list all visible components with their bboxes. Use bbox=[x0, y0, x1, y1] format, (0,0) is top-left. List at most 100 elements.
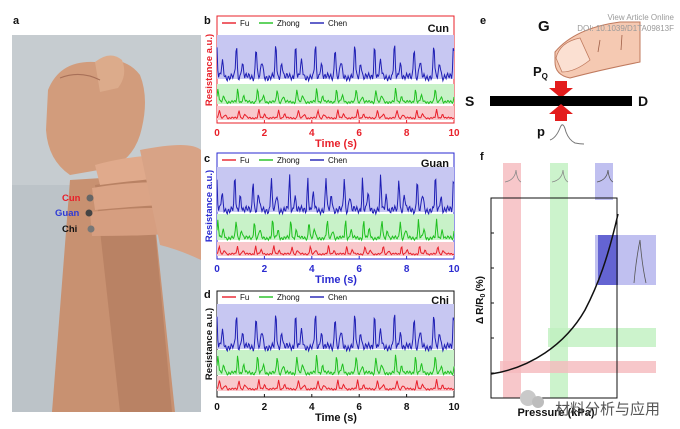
xtick-label: 8 bbox=[404, 264, 410, 275]
wechat-bubble-2 bbox=[532, 396, 544, 408]
legend-fu: Fu bbox=[240, 19, 249, 28]
fingernail bbox=[555, 37, 591, 73]
label-cun: Cun bbox=[62, 193, 81, 204]
xtick-label: 2 bbox=[262, 402, 268, 413]
band-zhong-c bbox=[217, 214, 454, 240]
legend-b: Fu Zhong Chen bbox=[222, 19, 347, 28]
ylabel-delta: Δ bbox=[475, 317, 486, 324]
label-p: p bbox=[537, 124, 545, 139]
panel-c-label: c bbox=[204, 153, 210, 165]
trace-zhong bbox=[216, 88, 455, 105]
conductive-bar bbox=[490, 96, 632, 106]
ylabel-sub: 0 bbox=[480, 294, 487, 298]
trace-zhong bbox=[216, 218, 455, 242]
xtick-label: 6 bbox=[356, 128, 362, 139]
band-fu-c bbox=[217, 242, 454, 256]
panel-f-label: f bbox=[480, 151, 484, 163]
position-name-d: Chi bbox=[431, 295, 449, 307]
watermark-line1: View Article Online bbox=[607, 13, 674, 22]
traces-d bbox=[216, 314, 455, 391]
ylabel-c: Resistance a.u.) bbox=[204, 170, 215, 242]
label-P: PQ bbox=[533, 64, 548, 81]
xtick-label: 0 bbox=[214, 264, 220, 275]
position-name-c: Guan bbox=[421, 158, 449, 170]
legend-d: Fu Zhong Chen bbox=[222, 293, 347, 302]
label-P-main: P bbox=[533, 64, 542, 79]
hband-chen-dark bbox=[598, 235, 618, 285]
xtick-label: 6 bbox=[356, 402, 362, 413]
trace-chen bbox=[216, 45, 455, 83]
label-Q-sub: Q bbox=[542, 72, 548, 81]
xtick-label: 8 bbox=[404, 128, 410, 139]
mini-peak-zhong bbox=[551, 169, 569, 183]
band-fu-d bbox=[217, 376, 454, 391]
knuckle-line bbox=[59, 73, 101, 81]
panel-a-label: a bbox=[13, 15, 20, 27]
ylabel-d: Resistance a.u.) bbox=[204, 308, 215, 380]
examiner-hand bbox=[140, 145, 201, 260]
ylabel-b: Resistance a.u.) bbox=[204, 34, 215, 106]
xtick-label: 2 bbox=[262, 264, 268, 275]
legend-zhong: Zhong bbox=[277, 293, 300, 302]
xlabel-c: Time (s) bbox=[315, 274, 357, 286]
trace-chen bbox=[216, 314, 455, 353]
ylabel-main: R/R bbox=[475, 297, 486, 315]
trace-fu bbox=[216, 108, 455, 120]
panel-d-label: d bbox=[204, 289, 211, 301]
fist bbox=[46, 60, 145, 176]
ylabel-unit: (%) bbox=[475, 276, 486, 292]
xtick-label: 4 bbox=[309, 128, 315, 139]
watermark-doi: View Article Online DOI: 10.1039/D1TA098… bbox=[577, 12, 674, 34]
xtick-label: 2 bbox=[262, 128, 268, 139]
xtick-label: 0 bbox=[214, 128, 220, 139]
finger-crease-1 bbox=[597, 39, 601, 53]
ylabel-f: Δ R/R0 (%) bbox=[475, 276, 487, 324]
legend-chen: Chen bbox=[328, 156, 347, 165]
xtick-label: 10 bbox=[448, 402, 460, 413]
watermark-line2: DOI: 10.1039/D1TA09813F bbox=[577, 24, 674, 33]
panel-d: d Fu Zhong Chen Chi 0 2 4 6 8 10 Time (s) Res… bbox=[204, 289, 460, 424]
panel-b: b Fu Zhong Chen Cun 0 2 4 6 8 10 Time (s) Res… bbox=[204, 15, 460, 150]
xlabel-f: Pressure (kPa) bbox=[517, 407, 594, 419]
wechat-icon bbox=[520, 390, 544, 408]
panel-b-label: b bbox=[204, 15, 211, 27]
vband-fu bbox=[503, 163, 521, 398]
traces-b bbox=[216, 45, 455, 120]
traces-c bbox=[216, 174, 455, 256]
xtick-label: 4 bbox=[309, 264, 315, 275]
label-S: S bbox=[465, 93, 474, 109]
legend-zhong: Zhong bbox=[277, 156, 300, 165]
legend-chen: Chen bbox=[328, 293, 347, 302]
legend-zhong: Zhong bbox=[277, 19, 300, 28]
plot-frame-f bbox=[490, 197, 618, 399]
panel-e: e G PQ S D p bbox=[465, 15, 648, 145]
xticks-d: 0 2 4 6 8 10 bbox=[214, 394, 460, 413]
sensor-cun bbox=[86, 194, 94, 202]
xticks-c: 0 2 4 6 8 10 bbox=[214, 256, 460, 275]
sensor-chi bbox=[87, 225, 95, 233]
trace-fu bbox=[216, 379, 455, 391]
arrow-down bbox=[549, 81, 573, 98]
legend-fu: Fu bbox=[240, 156, 249, 165]
panel-c: c Fu Zhong Chen Guan 0 2 4 6 8 10 Time (s) Re… bbox=[204, 152, 460, 286]
label-guan: Guan bbox=[55, 208, 79, 219]
band-chen-c bbox=[217, 167, 454, 212]
xticks-b: 0 2 4 6 8 10 bbox=[214, 120, 460, 139]
sensor-guan bbox=[85, 209, 93, 217]
label-G: G bbox=[538, 18, 550, 35]
mini-peak-fu bbox=[504, 169, 522, 183]
panel-e-label: e bbox=[480, 15, 486, 27]
hband-zhong bbox=[548, 328, 656, 347]
xtick-label: 10 bbox=[448, 128, 460, 139]
band-fu-b bbox=[217, 106, 454, 120]
label-chi: Chi bbox=[62, 224, 77, 235]
xtick-label: 8 bbox=[404, 402, 410, 413]
legend-chen: Chen bbox=[328, 19, 347, 28]
response-curve bbox=[490, 213, 619, 375]
xtick-label: 0 bbox=[214, 402, 220, 413]
xlabel-d: Time (s) bbox=[315, 412, 357, 424]
panel-f: f Δ R/R0 (%) Pressure (kPa) bbox=[475, 151, 656, 419]
trace-chen bbox=[216, 174, 455, 217]
hband-fu bbox=[500, 361, 656, 373]
